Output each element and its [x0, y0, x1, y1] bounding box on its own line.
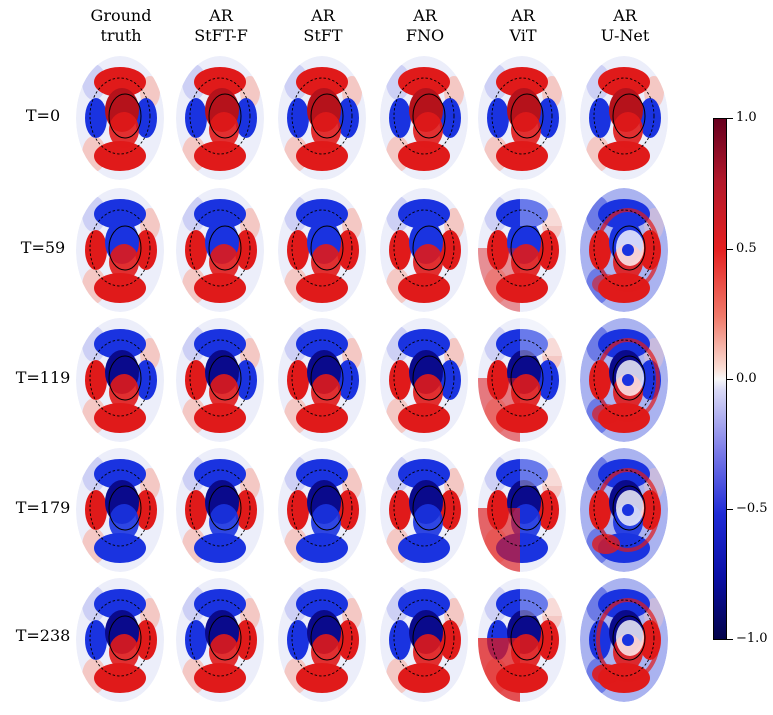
field-panel [474, 52, 572, 182]
field-panel [172, 314, 270, 444]
field-panel [576, 314, 674, 444]
field-panel [376, 444, 474, 574]
column-header-line1: Ground [90, 6, 152, 25]
column-header-ar-stft: AR StFT [278, 6, 368, 46]
column-header-line1: AR [209, 6, 233, 25]
field-panel [274, 314, 372, 444]
column-header-ar-vit: AR ViT [478, 6, 568, 46]
colorbar-tick [727, 639, 733, 640]
column-header-line1: AR [613, 6, 637, 25]
column-header-ar-stft-f: AR StFT-F [176, 6, 266, 46]
field-panel [576, 444, 674, 574]
colorbar-tick-label-zero: 0.0 [736, 371, 757, 386]
column-header-line2: U-Net [600, 26, 650, 45]
column-header-ground-truth: Ground truth [76, 6, 166, 46]
field-panel [172, 444, 270, 574]
field-panel [72, 444, 170, 574]
field-panel [72, 184, 170, 314]
column-header-ar-fno: AR FNO [380, 6, 470, 46]
colorbar [713, 118, 727, 640]
field-panel [474, 444, 572, 574]
field-panel [274, 184, 372, 314]
field-panel [576, 52, 674, 182]
colorbar-tick [727, 249, 733, 250]
colorbar-tick-label-half: 0.5 [736, 241, 757, 256]
row-label-t179: T=179 [15, 498, 71, 517]
column-header-line2: truth [100, 26, 142, 45]
field-panel [72, 52, 170, 182]
column-header-ar-unet: AR U-Net [580, 6, 670, 46]
field-panel [274, 52, 372, 182]
column-header-line1: AR [311, 6, 335, 25]
field-panel [172, 184, 270, 314]
field-panel [474, 184, 572, 314]
row-label-t238: T=238 [15, 626, 71, 645]
field-panel [376, 184, 474, 314]
column-header-line2: ViT [509, 26, 537, 45]
field-panel [376, 574, 474, 704]
field-panel [274, 444, 372, 574]
field-panel [172, 574, 270, 704]
row-label-t0: T=0 [25, 106, 61, 125]
row-label-t59: T=59 [20, 238, 66, 257]
colorbar-tick [727, 118, 733, 119]
column-header-line2: FNO [405, 26, 445, 45]
colorbar-tick-label-min: −1.0 [736, 631, 768, 646]
column-header-line1: AR [413, 6, 437, 25]
colorbar-tick-label-neg-half: −0.5 [736, 501, 768, 516]
column-header-line2: StFT-F [194, 26, 248, 45]
field-panel [376, 314, 474, 444]
column-header-line1: AR [511, 6, 535, 25]
field-panel [376, 52, 474, 182]
field-panel [72, 574, 170, 704]
field-panel [576, 574, 674, 704]
column-header-line2: StFT [303, 26, 343, 45]
row-label-t119: T=119 [15, 368, 71, 387]
colorbar-tick [727, 379, 733, 380]
field-panel [172, 52, 270, 182]
colorbar-tick-label-max: 1.0 [736, 110, 757, 125]
field-panel [274, 574, 372, 704]
field-panel [474, 314, 572, 444]
field-panel [576, 184, 674, 314]
field-panel [72, 314, 170, 444]
colorbar-tick [727, 509, 733, 510]
field-panel [474, 574, 572, 704]
